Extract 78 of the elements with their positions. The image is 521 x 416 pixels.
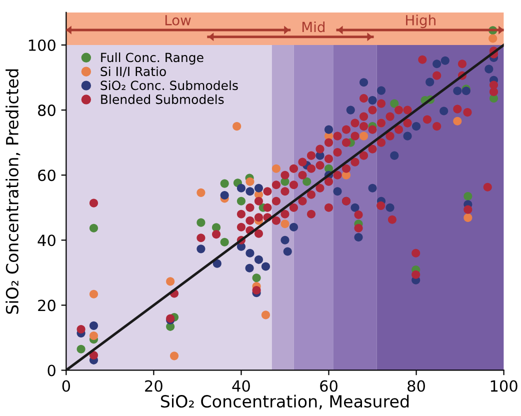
point <box>464 192 472 201</box>
point <box>484 64 494 74</box>
y-tick-label: 20 <box>38 300 56 312</box>
legend-label: SiO₂ Conc. Submodels <box>100 80 238 90</box>
point <box>232 122 242 131</box>
point <box>246 248 254 258</box>
point <box>376 86 386 95</box>
point <box>261 310 270 320</box>
point <box>89 331 98 340</box>
point <box>246 187 254 196</box>
point <box>261 262 270 271</box>
point <box>245 264 254 272</box>
point <box>196 244 206 254</box>
y-tick-label: 0 <box>48 364 56 376</box>
point <box>170 352 179 360</box>
x-tick-label: 100 <box>490 380 518 392</box>
point <box>252 274 261 282</box>
series-label: High <box>406 14 436 28</box>
point <box>386 203 394 212</box>
point <box>76 344 86 354</box>
point <box>254 184 264 192</box>
point <box>196 188 206 197</box>
point <box>403 132 412 140</box>
point <box>368 184 377 192</box>
point <box>453 116 462 126</box>
point <box>354 232 363 242</box>
point <box>220 190 229 200</box>
point <box>346 106 355 114</box>
point <box>280 236 290 244</box>
point <box>196 218 206 227</box>
point <box>89 321 98 330</box>
x-axis-title: SiO₂ Concentration, Measured <box>160 394 409 410</box>
series-label: Low <box>165 15 191 26</box>
y-tick-label: 60 <box>38 170 56 182</box>
point <box>488 34 498 43</box>
point <box>272 164 281 173</box>
y-axis-title: SiO₂ Concentration, Predicted <box>6 69 20 314</box>
point <box>412 122 421 131</box>
point <box>283 247 292 256</box>
x-tick-label: 60 <box>320 380 338 392</box>
x-tick-label: 40 <box>232 380 250 392</box>
point <box>289 222 298 232</box>
point <box>350 203 360 212</box>
x-tick-label: 20 <box>145 380 162 392</box>
point <box>359 132 368 140</box>
point <box>220 238 229 246</box>
point <box>390 151 399 160</box>
point <box>368 96 377 105</box>
point <box>280 220 290 228</box>
point <box>246 177 254 186</box>
x-tick-label: 0 <box>62 380 70 392</box>
point <box>89 290 98 298</box>
point <box>166 277 175 286</box>
legend-label: Blended Submodels <box>101 94 224 104</box>
point <box>440 106 448 116</box>
point <box>432 60 442 68</box>
point <box>89 224 98 232</box>
legend-label: Full Conc. Range <box>101 52 204 65</box>
point <box>212 259 222 268</box>
x-tick-label: 80 <box>408 380 425 392</box>
point <box>440 56 450 65</box>
y-tick-label: 40 <box>38 234 56 246</box>
point <box>254 255 264 264</box>
point <box>333 187 342 196</box>
point <box>324 125 334 134</box>
point <box>220 179 229 188</box>
point <box>464 213 472 222</box>
point <box>236 184 246 192</box>
point <box>302 177 312 186</box>
point <box>426 78 434 86</box>
legend-label: Mid <box>302 21 324 32</box>
point <box>453 86 462 96</box>
point <box>236 196 246 206</box>
point <box>359 78 368 87</box>
legend-label: Si II/I Ratio <box>100 66 166 78</box>
y-tick-label: 80 <box>38 104 56 116</box>
point <box>390 99 399 108</box>
y-tick-label: 100 <box>28 39 56 52</box>
